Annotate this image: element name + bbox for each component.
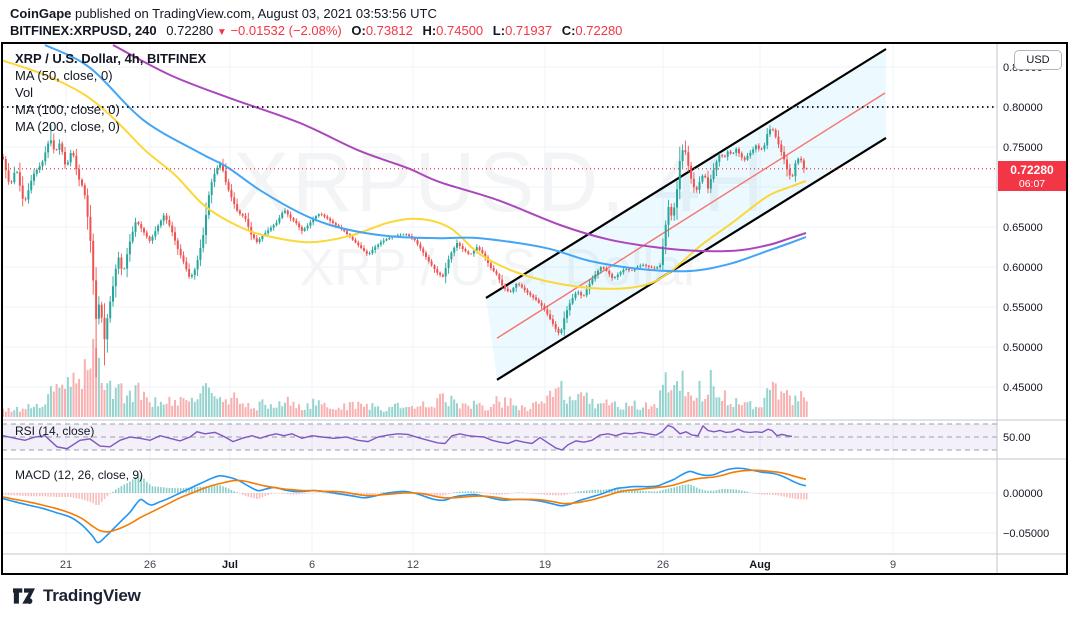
time-tick-label: 12 xyxy=(407,559,419,571)
rsi-tick-label: 50.00 xyxy=(1003,432,1031,444)
macd-signal-line[interactable] xyxy=(2,469,807,533)
price-change: −0.01532 (−2.08%) xyxy=(230,23,342,38)
time-axis[interactable]: 21 26 Jul 6 12 19 26 Aug 9 xyxy=(60,559,896,571)
time-tick-label: 9 xyxy=(890,559,896,571)
price-axis[interactable]: 0.850000.800000.750000.650000.600000.550… xyxy=(1003,62,1049,540)
legend-symbol-title: XRP / U.S. Dollar, 4h, BITFINEX xyxy=(15,51,207,66)
time-tick-label: 6 xyxy=(309,559,315,571)
pane-separators xyxy=(2,43,1067,574)
macd-histogram-positive xyxy=(112,475,752,493)
channel-fill xyxy=(486,49,886,380)
high-value: 0.74500 xyxy=(436,23,484,38)
ma100-line[interactable] xyxy=(44,44,807,273)
macd-pane-label: MACD (12, 26, close, 9) xyxy=(15,468,144,482)
rsi-pane-label: RSI (14, close) xyxy=(15,424,95,438)
price-tick-label: 0.65000 xyxy=(1003,222,1043,234)
symbol-info-bar: BITFINEX:XRPUSD, 240 0.72280 ▼ −0.01532 … xyxy=(10,23,622,38)
volume-bars-down xyxy=(2,338,808,417)
time-tick-label: 21 xyxy=(60,559,72,571)
macd-line[interactable] xyxy=(2,467,807,544)
legend-ma200: MA (200, close, 0) xyxy=(15,119,120,134)
price-tick-label: 0.55000 xyxy=(1003,302,1043,314)
channel-mid-line[interactable] xyxy=(496,92,886,339)
legend-ma50: MA (50, close, 0) xyxy=(15,68,113,83)
rsi-line[interactable] xyxy=(2,424,793,451)
price-tick-label: 0.80000 xyxy=(1003,102,1043,114)
low-value: 0.71937 xyxy=(505,23,553,38)
ma200-line[interactable] xyxy=(112,44,807,253)
legend-ma100: MA (100, close, 0) xyxy=(15,102,120,117)
high-label: H: xyxy=(422,23,437,38)
publisher-name: CoinGape xyxy=(10,6,72,21)
gridlines xyxy=(2,43,997,554)
close-value: 0.72280 xyxy=(575,23,623,38)
channel-upper-line[interactable] xyxy=(485,48,887,299)
time-tick-label: Jul xyxy=(222,559,238,571)
low-label: L: xyxy=(492,23,506,38)
time-tick-label: 26 xyxy=(657,559,669,571)
price-tick-label: 0.75000 xyxy=(1003,142,1043,154)
tradingview-logo[interactable]: TradingView xyxy=(12,585,141,607)
price-tick-label: 0.50000 xyxy=(1003,342,1043,354)
symbol-name: BITFINEX:XRPUSD, 240 xyxy=(10,23,157,38)
tradingview-logo-icon xyxy=(13,588,35,604)
price-tick-label: 0.60000 xyxy=(1003,262,1043,274)
badge-price: 0.72280 xyxy=(1010,162,1054,177)
snapshot-attribution: CoinGape published on TradingView.com, A… xyxy=(10,6,437,21)
legend-volume: Vol xyxy=(15,85,34,100)
chart-frame xyxy=(1,42,1068,575)
price-tick-label: 0.45000 xyxy=(1003,382,1043,394)
time-tick-label: 19 xyxy=(539,559,551,571)
badge-countdown: 06:07 xyxy=(1018,177,1046,190)
ma50-line[interactable] xyxy=(0,59,807,290)
volume-bars-up xyxy=(13,357,800,417)
channel-lower-line[interactable] xyxy=(496,137,887,381)
time-tick-label: 26 xyxy=(144,559,156,571)
close-label: C: xyxy=(561,23,576,38)
publish-info: published on TradingView.com, August 03,… xyxy=(71,6,437,21)
currency-toggle-button[interactable]: USD xyxy=(1014,50,1062,70)
tradingview-logo-text: TradingView xyxy=(43,586,141,605)
main-pane xyxy=(0,44,887,417)
currency-label: USD xyxy=(1026,54,1050,66)
last-price-badge: 0.72280 06:07 xyxy=(998,160,1066,191)
open-value: 0.73812 xyxy=(365,23,413,38)
last-price: 0.72280 xyxy=(166,23,214,38)
macd-histogram-negative xyxy=(2,493,808,505)
rsi-band xyxy=(2,423,997,451)
macd-tick-label: −0.05000 xyxy=(1003,528,1049,540)
chart-legend: XRP / U.S. Dollar, 4h, BITFINEX MA (50, … xyxy=(15,50,206,135)
time-tick-label: Aug xyxy=(749,559,770,571)
down-arrow-icon: ▼ xyxy=(216,27,227,38)
open-label: O: xyxy=(351,23,366,38)
macd-tick-label: 0.00000 xyxy=(1003,488,1043,500)
